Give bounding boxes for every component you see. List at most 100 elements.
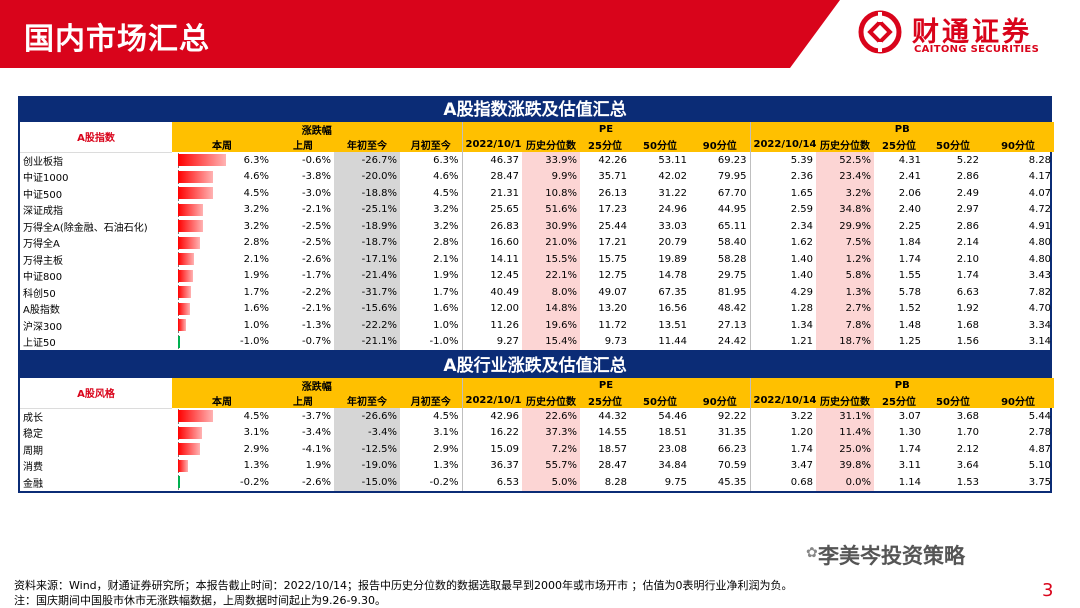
pb-value: 1.53 bbox=[956, 476, 979, 488]
col-header: 2022/10/14 bbox=[461, 137, 522, 152]
pe-value: 46.37 bbox=[461, 152, 522, 169]
pb-value: 1.92 bbox=[956, 303, 979, 315]
pe-value: 35.71 bbox=[598, 171, 627, 183]
pe-value: 25.65 bbox=[461, 201, 522, 218]
row-name: 沪深300 bbox=[23, 321, 63, 333]
pb-value: 4.87 bbox=[1028, 443, 1052, 455]
week-change-cell: -0.2% bbox=[172, 474, 272, 491]
pe-value: 18.51 bbox=[658, 427, 687, 439]
pe-value: 66.23 bbox=[717, 443, 747, 455]
week-change-cell: -1.0% bbox=[172, 334, 272, 351]
pb-value: 1.52 bbox=[898, 303, 921, 315]
pe-value: 9.73 bbox=[604, 336, 627, 348]
pb-value: 1.20 bbox=[749, 424, 816, 441]
week-change-value: 2.8% bbox=[243, 237, 269, 249]
pe-value: 58.28 bbox=[717, 253, 747, 265]
pb-value: 25.0% bbox=[816, 441, 874, 458]
row-name: 万得全A(除金融、石油石化) bbox=[23, 222, 148, 234]
last-week-change: 1.9% bbox=[305, 460, 331, 472]
table-row: 科创50 1.7% -2.2% -31.7% 1.7% 40.49 8.0% 49.07 67.… bbox=[20, 284, 1054, 301]
pe-value: 42.26 bbox=[598, 154, 627, 166]
pe-value: 48.42 bbox=[717, 303, 747, 315]
index-corner-label: A股指数 bbox=[20, 122, 172, 153]
week-change-bar bbox=[178, 476, 180, 488]
week-change-cell: 3.1% bbox=[172, 425, 272, 442]
table-row: 万得全A 2.8% -2.5% -18.7% 2.8% 16.60 21.0% 17.21 20… bbox=[20, 234, 1054, 251]
col-header: 历史分位数 bbox=[816, 393, 874, 408]
ytd-change: -20.0% bbox=[334, 168, 400, 185]
pb-value: 5.78 bbox=[898, 286, 921, 298]
pe-value: 9.27 bbox=[461, 333, 522, 350]
pb-value: 1.2% bbox=[816, 251, 874, 268]
logo-text-cn: 财通证券 bbox=[912, 17, 1032, 48]
pe-value: 22.1% bbox=[522, 267, 580, 284]
week-change-value: 6.3% bbox=[243, 154, 269, 166]
pe-value: 14.11 bbox=[461, 251, 522, 268]
pe-value: 24.96 bbox=[658, 204, 687, 216]
pb-value: 1.40 bbox=[749, 251, 816, 268]
col-header: 年初至今 bbox=[334, 393, 400, 408]
pb-value: 1.55 bbox=[898, 270, 921, 282]
table-row: 消费 1.3% 1.9% -19.0% 1.3% 36.37 55.7% 28.47 34.84… bbox=[20, 457, 1054, 474]
pb-value: 2.86 bbox=[956, 171, 979, 183]
pb-value: 2.49 bbox=[956, 187, 979, 199]
pe-value: 18.57 bbox=[598, 443, 627, 455]
pb-value: 0.0% bbox=[816, 474, 874, 491]
week-change-bar bbox=[178, 236, 200, 249]
watermark: 李美岑投资策略 bbox=[818, 544, 965, 568]
col-header: 90分位 bbox=[982, 137, 1055, 152]
pb-value: 4.29 bbox=[749, 284, 816, 301]
pe-value: 27.13 bbox=[717, 319, 747, 331]
pe-value: 10.8% bbox=[522, 185, 580, 202]
pb-value: 5.44 bbox=[1028, 410, 1052, 422]
week-change-value: 2.1% bbox=[243, 253, 269, 265]
last-week-change: -3.8% bbox=[301, 171, 331, 183]
pe-value: 17.23 bbox=[598, 204, 627, 216]
ytd-change: -21.4% bbox=[334, 267, 400, 284]
pb-value: 5.39 bbox=[749, 152, 816, 169]
index-group-pb: PB bbox=[749, 122, 1055, 137]
week-change-value: 1.3% bbox=[243, 460, 269, 472]
pe-value: 28.47 bbox=[461, 168, 522, 185]
index-header-cols: 本周 上周 年初至今 月初至今 2022/10/14 历史分位数 25分位 50… bbox=[20, 137, 1055, 152]
pb-value: 4.80 bbox=[1028, 253, 1052, 265]
row-name: 金融 bbox=[23, 478, 43, 490]
pe-value: 92.22 bbox=[717, 410, 747, 422]
week-change-bar bbox=[178, 286, 191, 298]
row-name: 深证成指 bbox=[23, 206, 63, 218]
pe-value: 67.35 bbox=[658, 286, 687, 298]
col-header: 25分位 bbox=[580, 137, 630, 152]
ytd-change: -21.1% bbox=[334, 333, 400, 350]
pb-value: 3.14 bbox=[1028, 336, 1052, 348]
row-name: 万得全A bbox=[23, 239, 60, 251]
last-week-change: -3.0% bbox=[301, 187, 331, 199]
week-change-bar bbox=[178, 319, 186, 331]
col-header: 50分位 bbox=[630, 393, 690, 408]
pb-value: 4.80 bbox=[1028, 237, 1052, 249]
pe-value: 16.60 bbox=[461, 234, 522, 251]
last-week-change: -1.3% bbox=[301, 319, 331, 331]
pb-value: 29.9% bbox=[816, 218, 874, 235]
pe-value: 33.03 bbox=[658, 220, 687, 232]
index-group-pe: PE bbox=[461, 122, 750, 137]
pb-value: 1.30 bbox=[898, 427, 921, 439]
pe-value: 12.00 bbox=[461, 300, 522, 317]
col-header: 历史分位数 bbox=[522, 393, 580, 408]
week-change-bar bbox=[178, 154, 226, 166]
last-week-change: -0.7% bbox=[301, 336, 331, 348]
pb-value: 3.34 bbox=[1028, 319, 1052, 331]
col-header: 本周 bbox=[172, 137, 272, 152]
pb-value: 3.47 bbox=[749, 457, 816, 474]
footnote-note: 注：国庆期间中国股市休市无涨跌幅数据，上周数据时间起止为9.26-9.30。 bbox=[14, 594, 386, 607]
pe-value: 28.47 bbox=[598, 460, 627, 472]
col-header: 50分位 bbox=[924, 393, 982, 408]
week-change-value: 3.1% bbox=[243, 427, 269, 439]
style-table-body: 成长 4.5% -3.7% -26.6% 4.5% 42.96 22.6% 44.32 54.4… bbox=[20, 408, 1054, 491]
pe-value: 37.3% bbox=[522, 424, 580, 441]
mtd-change: 1.7% bbox=[433, 286, 459, 298]
mtd-change: 1.6% bbox=[433, 303, 459, 315]
week-change-value: 1.6% bbox=[243, 303, 269, 315]
pb-value: 1.56 bbox=[956, 336, 979, 348]
row-name: 创业板指 bbox=[23, 157, 63, 168]
week-change-bar bbox=[178, 459, 188, 472]
